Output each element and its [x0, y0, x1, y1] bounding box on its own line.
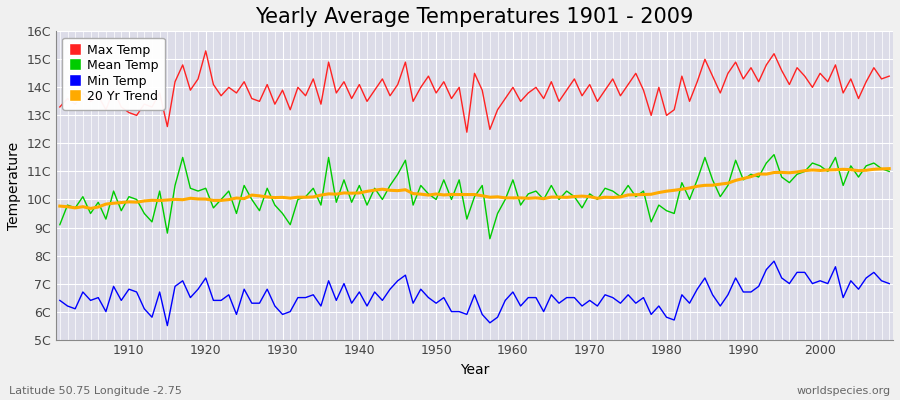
X-axis label: Year: Year: [460, 363, 490, 377]
Text: Latitude 50.75 Longitude -2.75: Latitude 50.75 Longitude -2.75: [9, 386, 182, 396]
Title: Yearly Average Temperatures 1901 - 2009: Yearly Average Temperatures 1901 - 2009: [256, 7, 694, 27]
Text: worldspecies.org: worldspecies.org: [796, 386, 891, 396]
Y-axis label: Temperature: Temperature: [7, 141, 21, 230]
Legend: Max Temp, Mean Temp, Min Temp, 20 Yr Trend: Max Temp, Mean Temp, Min Temp, 20 Yr Tre…: [62, 38, 165, 110]
